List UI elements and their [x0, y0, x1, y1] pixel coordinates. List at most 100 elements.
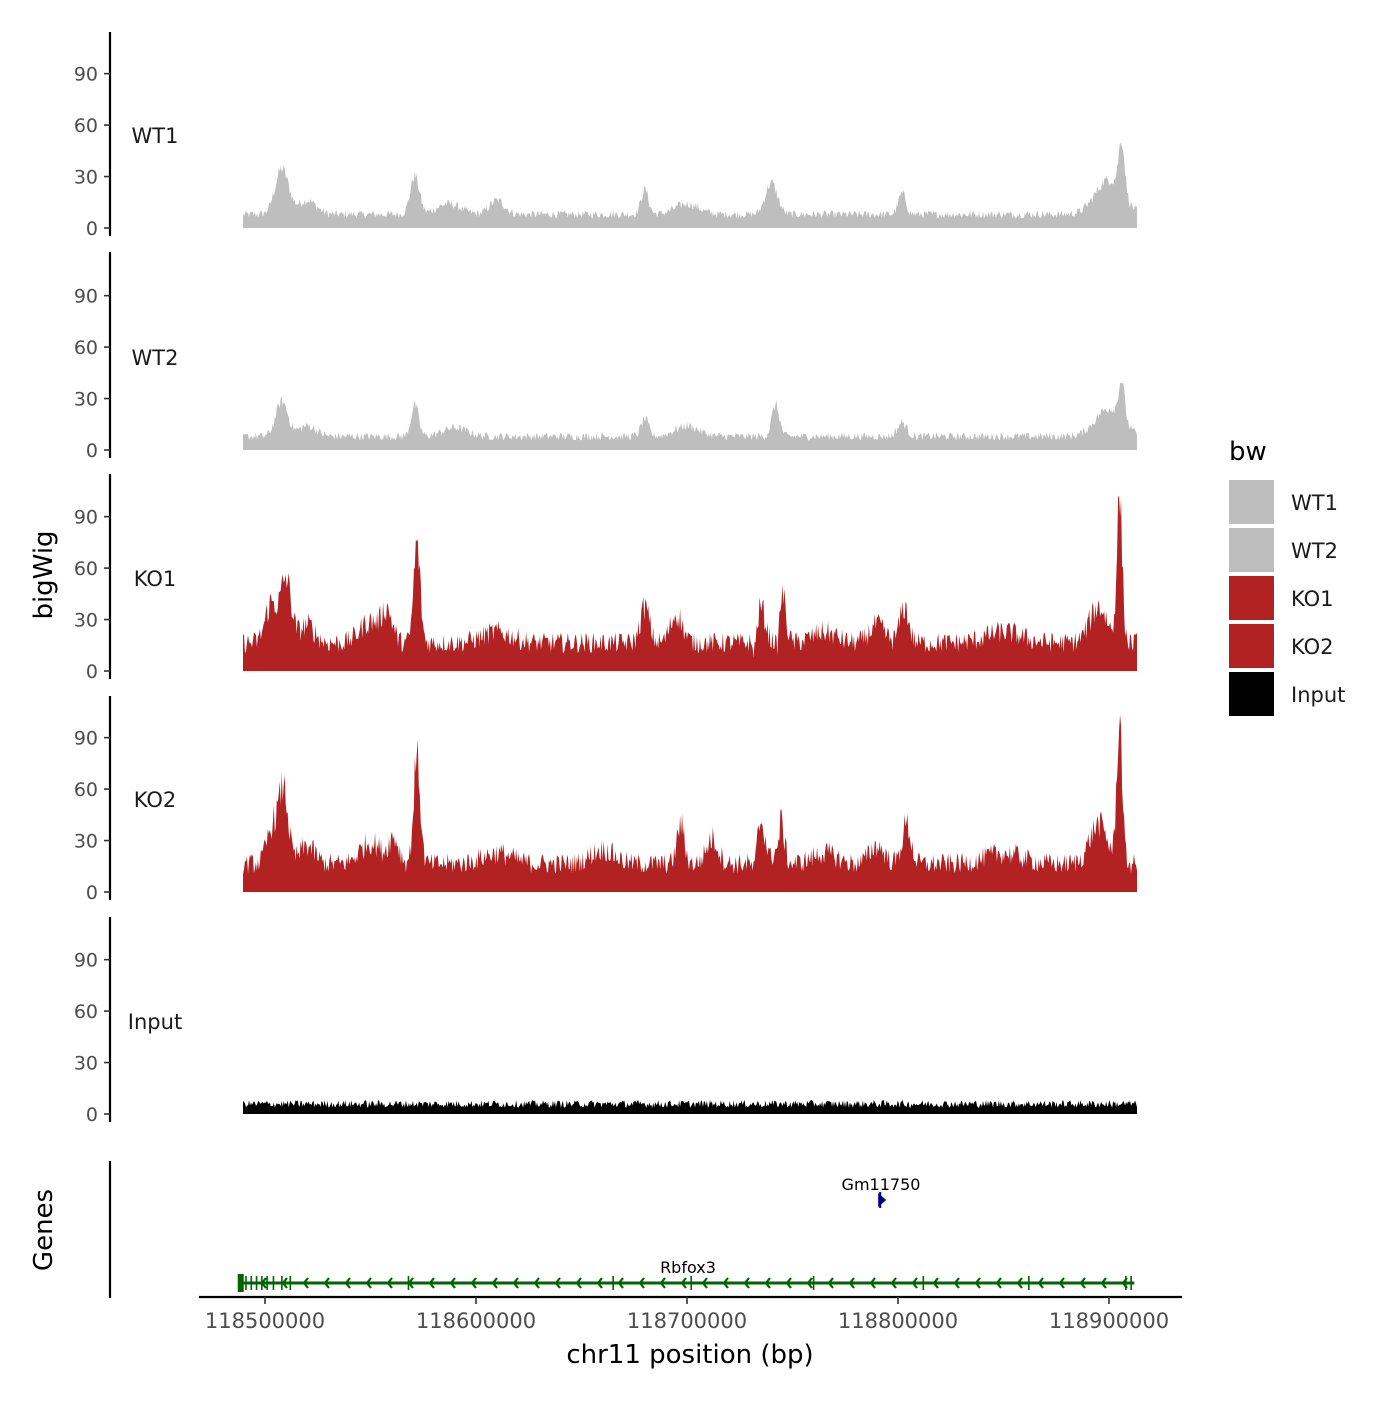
y-tick-label: 90 — [74, 286, 98, 308]
legend-label-input: Input — [1291, 683, 1345, 707]
strand-chevron — [974, 1277, 981, 1289]
exon-mark — [255, 1276, 258, 1290]
track-input: 0 30 60 90 Input — [74, 917, 1137, 1126]
x-tick-label: 118800000 — [838, 1309, 958, 1333]
strand-chevron — [449, 1277, 456, 1289]
strand-chevron — [428, 1277, 435, 1289]
exon-mark — [289, 1276, 292, 1290]
strand-chevron — [953, 1277, 960, 1289]
x-axis: 118500000 118600000 118700000 118800000 1189… — [199, 1295, 1182, 1333]
x-tick-label: 118700000 — [627, 1309, 747, 1333]
track-wt1: 0 30 60 90 WT1 — [74, 32, 1137, 240]
gene-label-rbfox3: Rbfox3 — [660, 1258, 716, 1277]
strand-chevron — [365, 1277, 372, 1289]
strand-chevron — [638, 1277, 645, 1289]
exon-mark — [261, 1276, 263, 1290]
strand-chevron — [890, 1277, 897, 1289]
exon-mark — [1130, 1276, 1132, 1290]
strand-chevron — [344, 1277, 351, 1289]
strand-chevron — [323, 1277, 330, 1289]
exon-mark — [266, 1276, 268, 1290]
genes-axis-title: Genes — [29, 1189, 59, 1271]
track-label-wt2: WT2 — [132, 346, 179, 370]
exon-mark — [407, 1276, 410, 1290]
strand-chevron — [785, 1277, 792, 1289]
exon-mark — [281, 1276, 283, 1290]
strand-chevron — [554, 1277, 561, 1289]
strand-chevron — [512, 1277, 519, 1289]
coverage-area-ko2 — [243, 714, 1137, 892]
y-tick-label: 30 — [74, 610, 98, 632]
gene-gm11750: Gm11750 — [842, 1175, 921, 1208]
y-tick-label: 0 — [86, 661, 98, 683]
coverage-area-input — [243, 1100, 1137, 1114]
strand-chevron — [869, 1277, 876, 1289]
strand-chevron — [1100, 1277, 1107, 1289]
legend-label-wt1: WT1 — [1291, 491, 1338, 515]
tracks-group: 0 30 60 90 WT1 0 30 60 90 WT2 0 30 60 90 KO1 0 30 60 90 KO2… — [74, 32, 1137, 1126]
y-tick-label: 30 — [74, 389, 98, 411]
coverage-area-wt1 — [243, 142, 1137, 228]
y-tick-label: 60 — [74, 337, 98, 359]
y-tick-label: 60 — [74, 779, 98, 801]
y-tick-label: 60 — [74, 558, 98, 580]
track-label-ko2: KO2 — [134, 788, 177, 812]
y-tick-label: 60 — [74, 115, 98, 137]
y-tick-label: 90 — [74, 950, 98, 972]
strand-chevron — [722, 1277, 729, 1289]
exon-mark — [250, 1276, 253, 1290]
strand-chevron — [995, 1277, 1002, 1289]
y-tick-label: 0 — [86, 218, 98, 240]
strand-chevron — [1079, 1277, 1086, 1289]
exon-mark — [612, 1276, 614, 1290]
legend-swatch-wt2 — [1229, 528, 1274, 572]
strand-chevron — [533, 1277, 540, 1289]
y-tick-label: 60 — [74, 1001, 98, 1023]
coverage-area-ko1 — [243, 496, 1137, 671]
strand-chevron — [680, 1277, 687, 1289]
strand-chevron — [617, 1277, 624, 1289]
strand-chevron — [491, 1277, 498, 1289]
gene-label-gm11750: Gm11750 — [842, 1175, 921, 1194]
exon-mark — [272, 1276, 275, 1290]
track-ko1: 0 30 60 90 KO1 — [74, 474, 1137, 683]
gene-rbfox3: Rbfox3 — [237, 1258, 1135, 1292]
track-label-ko1: KO1 — [134, 567, 177, 591]
exon-mark — [1028, 1276, 1030, 1290]
x-tick-label: 118900000 — [1049, 1309, 1169, 1333]
strand-chevron — [659, 1277, 666, 1289]
strand-chevron — [1058, 1277, 1065, 1289]
track-label-wt1: WT1 — [132, 124, 179, 148]
strand-chevron — [596, 1277, 603, 1289]
exon-mark — [879, 1192, 882, 1208]
legend-swatch-ko1 — [1229, 576, 1274, 620]
strand-chevron — [470, 1277, 477, 1289]
strand-chevron — [281, 1277, 288, 1289]
y-tick-label: 0 — [86, 882, 98, 904]
y-tick-label: 30 — [74, 831, 98, 853]
strand-chevron — [575, 1277, 582, 1289]
exon-mark — [237, 1274, 244, 1292]
strand-chevron — [806, 1277, 813, 1289]
y-tick-label: 0 — [86, 1104, 98, 1126]
track-ko2: 0 30 60 90 KO2 — [74, 696, 1137, 904]
x-tick-label: 118500000 — [205, 1309, 325, 1333]
strand-chevron — [743, 1277, 750, 1289]
y-tick-label: 90 — [74, 507, 98, 529]
exon-mark — [1125, 1276, 1127, 1290]
track-label-input: Input — [128, 1010, 182, 1034]
legend-swatch-input — [1229, 672, 1274, 716]
genes-panel: Rbfox3 Gm11750 — [108, 1161, 1135, 1298]
exon-mark — [812, 1276, 815, 1290]
strand-chevron — [932, 1277, 939, 1289]
y-axis-title: bigWig — [29, 530, 59, 619]
strand-chevron — [848, 1277, 855, 1289]
track-wt2: 0 30 60 90 WT2 — [74, 252, 1137, 462]
legend-title: bw — [1229, 437, 1267, 467]
legend-label-ko1: KO1 — [1291, 587, 1334, 611]
strand-chevron — [1037, 1277, 1044, 1289]
y-tick-label: 30 — [74, 167, 98, 189]
strand-chevron — [764, 1277, 771, 1289]
